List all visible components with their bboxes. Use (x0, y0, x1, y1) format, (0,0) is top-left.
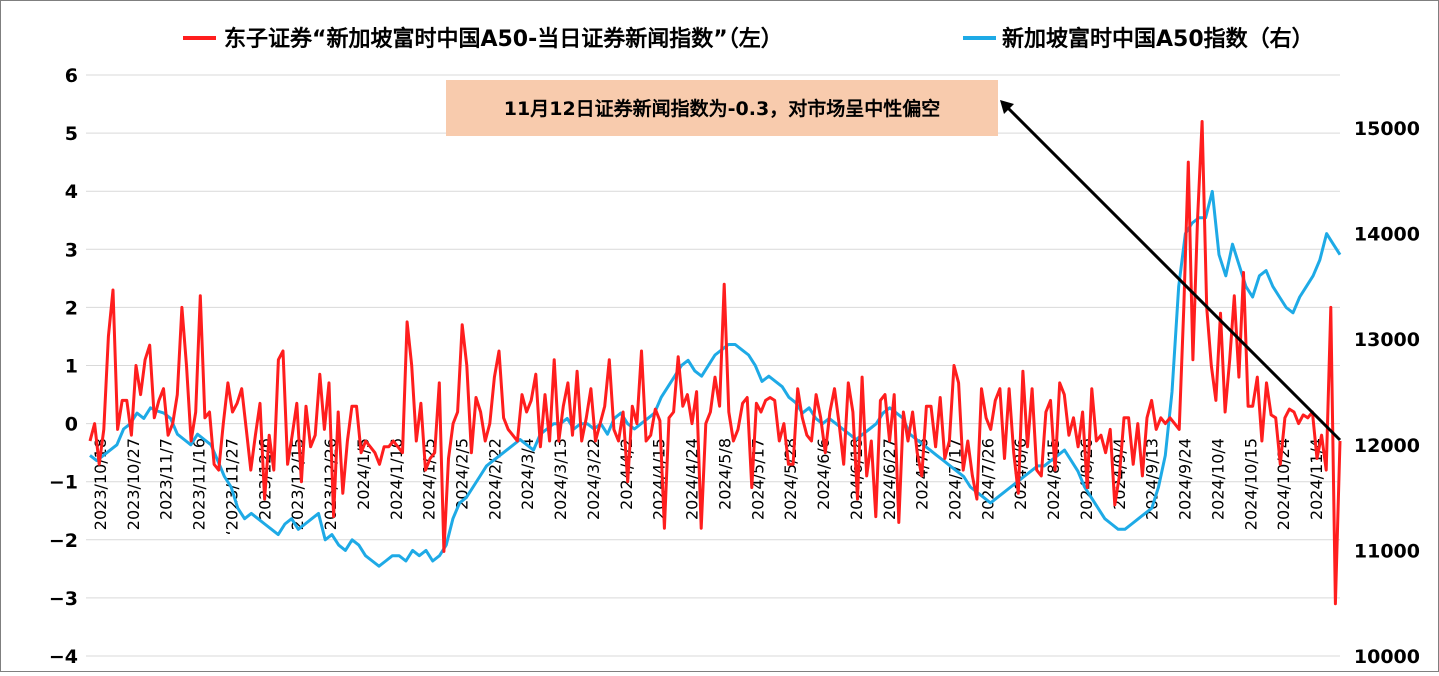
series-line-a50-index (89, 189, 1342, 568)
x-tick-label: 2024/10/24 (1274, 438, 1293, 530)
series-line-news-index (88, 120, 1342, 606)
right-tick-label: 11000 (1354, 540, 1420, 562)
x-tick-label: 2024/5/8 (715, 438, 734, 510)
x-tick-label: 2023/11/7 (157, 438, 176, 520)
right-tick-label: 10000 (1354, 646, 1420, 668)
left-tick-label: 4 (65, 181, 78, 203)
annotation: 11月12日证券新闻指数为-0.3，对市场呈中性偏空 (446, 80, 1342, 442)
left-tick-label: 2 (65, 297, 78, 319)
x-tick-label: 2024/3/22 (584, 438, 603, 520)
right-tick-label: 13000 (1354, 329, 1420, 351)
left-tick-label: −3 (49, 588, 78, 610)
x-tick-label: 2024/8/15 (1044, 438, 1063, 520)
x-tick-label: 2024/10/15 (1241, 438, 1260, 530)
left-tick-label: 5 (65, 123, 78, 145)
left-tick-label: 1 (65, 356, 78, 378)
annotation-arrow-head (1000, 100, 1014, 114)
legend-label-a50-index: 新加坡富时中国A50指数（右） (1002, 26, 1314, 52)
x-tick-label: 2024/5/28 (781, 438, 800, 520)
left-tick-label: −2 (49, 530, 78, 552)
x-tick-label: 2024/7/17 (945, 438, 964, 520)
x-tick-label: 2023/10/27 (124, 438, 143, 530)
x-tick-label: 2024/10/4 (1208, 438, 1227, 520)
x-tick-label: 2024/9/13 (1143, 438, 1162, 520)
legend-label-news-index: 东子证券“新加坡富时中国A50-当日证券新闻指数”（左） (224, 26, 783, 52)
left-tick-label: −4 (49, 646, 78, 668)
x-tick-label: 2024/3/13 (551, 438, 570, 520)
right-tick-label: 12000 (1354, 435, 1420, 457)
right-axis-ticks: 15000 14000 13000 12000 11000 10000 (1354, 118, 1420, 668)
x-tick-label: 2024/2/5 (453, 438, 472, 510)
x-tick-label: 2024/1/16 (387, 438, 406, 520)
right-tick-label: 14000 (1354, 224, 1420, 246)
x-tick-label: 2024/4/24 (683, 438, 702, 520)
x-tick-label: 2024/3/4 (518, 438, 537, 510)
left-tick-label: 3 (65, 239, 78, 261)
gridlines (86, 74, 1340, 657)
annotation-arrow-line (1001, 101, 1342, 442)
left-axis-ticks: 6 5 4 3 2 1 0 −1 −2 −3 −4 (49, 65, 78, 668)
x-tick-label: 2024/11/4 (1307, 438, 1326, 520)
x-tick-label: 2024/9/24 (1176, 438, 1195, 520)
x-tick-label: 2023/11/16 (190, 438, 209, 530)
x-tick-label: 2024/8/6 (1011, 438, 1030, 510)
x-tick-label: 2024/2/22 (485, 438, 504, 520)
series-layer (88, 120, 1342, 606)
left-tick-label: −1 (49, 472, 78, 494)
annotation-text: 11月12日证券新闻指数为-0.3，对市场呈中性偏空 (504, 97, 940, 120)
right-tick-label: 15000 (1354, 118, 1420, 140)
x-tick-label: 2024/7/26 (978, 438, 997, 520)
x-tick-label: 2024/6/27 (880, 438, 899, 520)
left-tick-label: 6 (65, 65, 78, 87)
x-tick-label: 2024/1/5 (354, 438, 373, 510)
x-tick-label: 2024/6/6 (814, 438, 833, 510)
left-tick-label: 0 (65, 414, 78, 436)
annotation-box (446, 80, 998, 136)
legend: 东子证券“新加坡富时中国A50-当日证券新闻指数”（左） 新加坡富时中国A50指… (183, 26, 1314, 52)
